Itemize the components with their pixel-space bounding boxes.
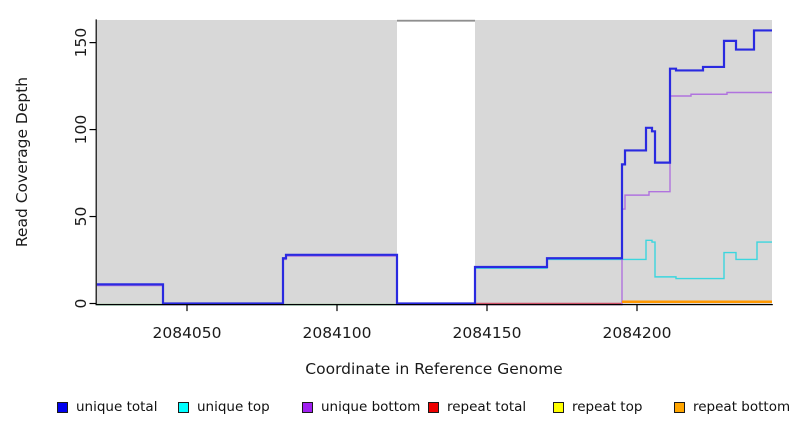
y-tick-label: 0 <box>72 299 90 309</box>
y-tick-label: 150 <box>72 28 90 58</box>
x-axis-title: Coordinate in Reference Genome <box>305 360 563 378</box>
x-tick-label: 2084050 <box>152 324 221 342</box>
y-tick-mark <box>89 128 97 131</box>
x-tick-label: 2084200 <box>602 324 671 342</box>
y-axis-title: Read Coverage Depth <box>13 76 31 248</box>
x-tick-mark <box>336 304 338 312</box>
x-tick-mark <box>636 304 638 312</box>
x-tick-label: 2084150 <box>452 324 521 342</box>
y-axis-line <box>95 19 97 306</box>
y-tick-mark <box>89 215 97 218</box>
y-tick-label: 100 <box>72 115 90 145</box>
y-tick-mark <box>89 302 97 305</box>
masked-region <box>397 21 475 304</box>
x-tick-mark <box>186 304 188 312</box>
y-tick-label: 50 <box>72 207 90 227</box>
x-tick-mark <box>486 304 488 312</box>
x-tick-label: 2084100 <box>302 324 371 342</box>
series-unique-total-line <box>97 29 772 305</box>
masked-region-top-line <box>397 19 475 22</box>
y-tick-mark <box>89 42 97 44</box>
x-axis-line <box>95 304 773 306</box>
